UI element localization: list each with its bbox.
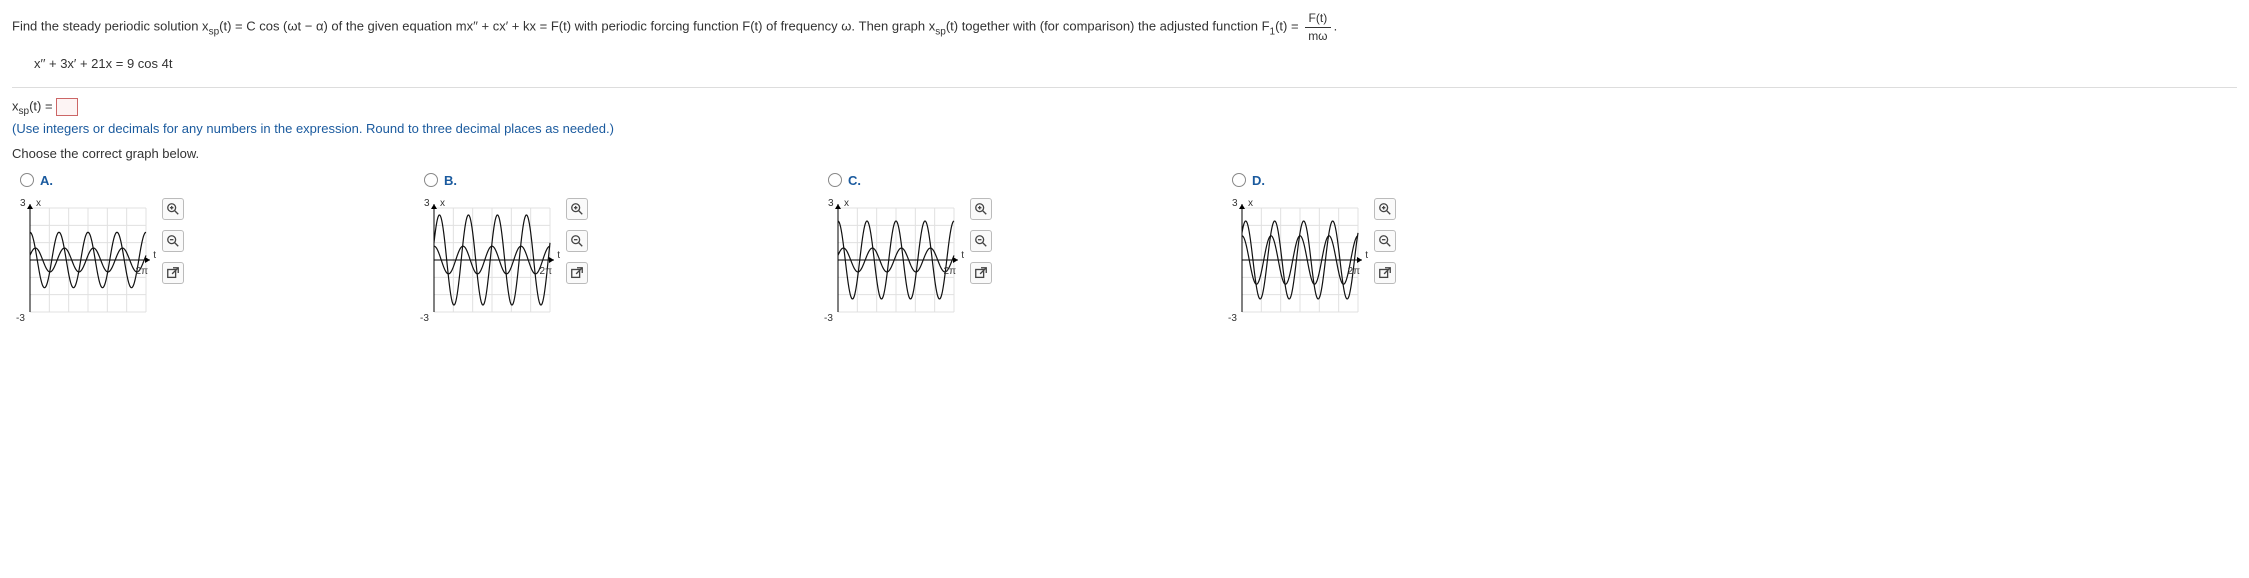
problem-statement: Find the steady periodic solution xsp(t)… xyxy=(12,10,2237,73)
ytick-top: 3 xyxy=(424,198,430,209)
ytick-top: 3 xyxy=(828,198,834,209)
subscript: sp xyxy=(209,26,220,37)
text: (t) = xyxy=(1275,19,1302,34)
radio-a[interactable] xyxy=(20,173,34,187)
subscript: sp xyxy=(935,26,946,37)
text: Find the steady periodic solution x xyxy=(12,19,209,34)
xtick-2pi: 2π xyxy=(136,266,148,277)
xtick-2pi: 2π xyxy=(944,266,956,277)
numerator: F(t) xyxy=(1305,10,1330,28)
choice-row: A. x 3 -3 t 2π B. x xyxy=(20,173,2237,324)
zoom-out-icon[interactable] xyxy=(162,230,184,252)
answer-input[interactable] xyxy=(56,98,78,116)
ytick-bot: -3 xyxy=(16,313,25,324)
popout-icon[interactable] xyxy=(566,262,588,284)
text: (t) together with (for comparison) the a… xyxy=(946,19,1270,34)
axis-label-x: x xyxy=(440,198,445,209)
choice-d: D. x 3 -3 t 2π xyxy=(1232,173,1396,324)
axis-label-t: t xyxy=(153,250,156,261)
text: (t) = xyxy=(29,98,56,113)
ytick-bot: -3 xyxy=(1228,313,1237,324)
zoom-out-icon[interactable] xyxy=(1374,230,1396,252)
choice-label-c: C. xyxy=(848,173,861,188)
ytick-top: 3 xyxy=(1232,198,1238,209)
graph-b[interactable]: x 3 -3 t 2π xyxy=(424,196,556,324)
axis-label-x: x xyxy=(36,198,41,209)
graph-a[interactable]: x 3 -3 t 2π xyxy=(20,196,152,324)
radio-c[interactable] xyxy=(828,173,842,187)
popout-icon[interactable] xyxy=(162,262,184,284)
choice-label-d: D. xyxy=(1252,173,1265,188)
xtick-2pi: 2π xyxy=(540,266,552,277)
text: . xyxy=(1334,19,1338,34)
popout-icon[interactable] xyxy=(1374,262,1396,284)
equation: x′′ + 3x′ + 21x = 9 cos 4t xyxy=(34,55,2237,73)
subscript: sp xyxy=(19,106,30,117)
ytick-bot: -3 xyxy=(824,313,833,324)
popout-icon[interactable] xyxy=(970,262,992,284)
ytick-bot: -3 xyxy=(420,313,429,324)
zoom-in-icon[interactable] xyxy=(970,198,992,220)
axis-label-x: x xyxy=(844,198,849,209)
axis-label-t: t xyxy=(1365,250,1368,261)
zoom-out-icon[interactable] xyxy=(970,230,992,252)
zoom-out-icon[interactable] xyxy=(566,230,588,252)
choice-label-b: B. xyxy=(444,173,457,188)
axis-label-x: x xyxy=(1248,198,1253,209)
text: (t) = C cos (ωt − α) of the given equati… xyxy=(219,19,935,34)
radio-d[interactable] xyxy=(1232,173,1246,187)
zoom-in-icon[interactable] xyxy=(162,198,184,220)
choice-c: C. x 3 -3 t 2π xyxy=(828,173,992,324)
choice-a: A. x 3 -3 t 2π xyxy=(20,173,184,324)
graph-d[interactable]: x 3 -3 t 2π xyxy=(1232,196,1364,324)
choice-b: B. x 3 -3 t 2π xyxy=(424,173,588,324)
choice-label-a: A. xyxy=(40,173,53,188)
axis-label-t: t xyxy=(557,250,560,261)
zoom-in-icon[interactable] xyxy=(1374,198,1396,220)
xtick-2pi: 2π xyxy=(1348,266,1360,277)
graph-prompt: Choose the correct graph below. xyxy=(12,146,2237,161)
ytick-top: 3 xyxy=(20,198,26,209)
denominator: mω xyxy=(1305,28,1330,45)
fraction: F(t)mω xyxy=(1305,10,1330,45)
answer-line: xsp(t) = xyxy=(12,98,2237,117)
zoom-in-icon[interactable] xyxy=(566,198,588,220)
graph-c[interactable]: x 3 -3 t 2π xyxy=(828,196,960,324)
radio-b[interactable] xyxy=(424,173,438,187)
divider xyxy=(12,87,2237,88)
answer-hint: (Use integers or decimals for any number… xyxy=(12,121,2237,136)
axis-label-t: t xyxy=(961,250,964,261)
